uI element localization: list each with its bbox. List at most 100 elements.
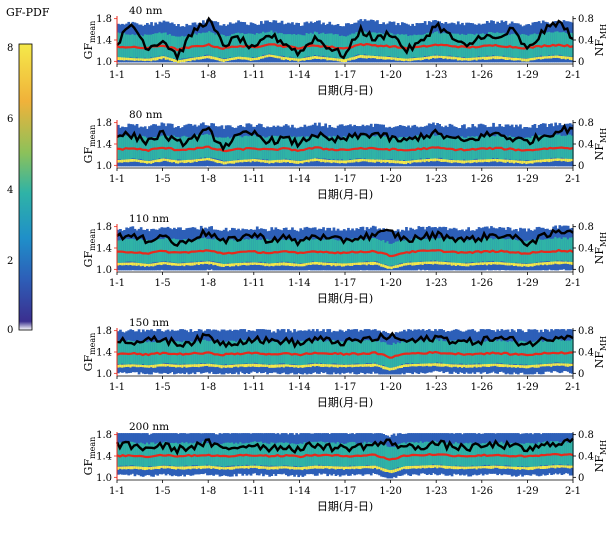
pdf-high-band [326, 364, 329, 367]
pdf-high-band [446, 465, 450, 469]
pdf-high-band [519, 365, 522, 368]
pdf-mid-band [490, 32, 493, 57]
pdf-high-band [515, 160, 518, 163]
pdf-high-band [148, 263, 151, 267]
pdf-high-band [425, 56, 429, 59]
pdf-high-band [535, 160, 539, 163]
pdf-high-band [183, 160, 186, 164]
pdf-high-band [239, 364, 242, 367]
pdf-mid-band [143, 240, 147, 264]
pdf-high-band [471, 57, 475, 61]
pdf-high-band [566, 363, 570, 367]
pdf-mid-band [129, 135, 133, 159]
pdf-high-band [376, 262, 379, 265]
pdf-high-band [523, 467, 526, 470]
pdf-high-band [508, 262, 512, 266]
pdf-high-band [197, 262, 201, 265]
pdf-high-band [123, 57, 126, 61]
pdf-high-band [295, 365, 298, 368]
pdf-high-band [512, 263, 516, 266]
pdf-mid-band [133, 134, 137, 159]
pdf-high-band [181, 466, 184, 470]
pdf-mid-band [131, 135, 135, 159]
pdf-high-band [141, 466, 145, 470]
pdf-high-band [365, 465, 369, 469]
pdf-high-band [558, 55, 562, 59]
y2-tick-label: 0.4 [578, 140, 594, 151]
pdf-high-band [421, 57, 425, 60]
pdf-high-band [133, 159, 137, 162]
pdf-mid-band [212, 340, 215, 364]
pdf-mid-band [349, 340, 352, 364]
pdf-high-band [409, 364, 412, 367]
pdf-high-band [349, 263, 352, 266]
pdf-high-band [500, 466, 504, 469]
pdf-high-band [291, 57, 294, 61]
pdf-mid-band [448, 442, 452, 466]
panel-title: 150 nm [129, 317, 169, 329]
pdf-mid-band [359, 443, 363, 467]
pdf-high-band [148, 58, 151, 61]
pdf-high-band [135, 466, 139, 469]
pdf-high-band [365, 364, 369, 367]
pdf-high-band [479, 466, 483, 469]
pdf-mid-band [239, 340, 242, 364]
pdf-mid-band [419, 340, 423, 364]
pdf-high-band [423, 261, 427, 264]
pdf-mid-band [301, 443, 305, 467]
pdf-mid-band [175, 341, 178, 364]
pdf-mid-band [498, 442, 502, 466]
pdf-mid-band [199, 134, 203, 158]
pdf-high-band [239, 262, 242, 266]
pdf-high-band [529, 365, 533, 368]
pdf-high-band [266, 263, 269, 266]
pdf-high-band [152, 160, 155, 163]
y-axis-label-main: GF [82, 251, 95, 268]
pdf-high-band [249, 159, 253, 163]
pdf-high-band [477, 466, 481, 469]
pdf-high-band [301, 58, 305, 61]
pdf-high-band [401, 58, 404, 61]
pdf-mid-band [280, 442, 284, 467]
pdf-high-band [419, 159, 423, 163]
y-tick-label: 1.0 [96, 265, 112, 276]
pdf-high-band [210, 261, 213, 264]
pdf-high-band [500, 56, 504, 59]
pdf-high-band [251, 465, 255, 469]
pdf-high-band [556, 261, 560, 265]
pdf-high-band [450, 262, 454, 266]
pdf-high-band [322, 262, 325, 266]
pdf-mid-band [382, 341, 385, 365]
pdf-mid-band [175, 137, 178, 160]
pdf-high-band [146, 160, 149, 164]
pdf-high-band [324, 466, 327, 469]
pdf-high-band [164, 262, 168, 265]
pdf-high-band [233, 160, 236, 164]
pdf-high-band [318, 158, 321, 162]
pdf-high-band [156, 159, 160, 163]
pdf-high-band [189, 262, 193, 266]
pdf-mid-band [560, 239, 564, 261]
pdf-mid-band [488, 442, 491, 465]
pdf-high-band [467, 160, 470, 163]
pdf-high-band [525, 58, 528, 62]
pdf-mid-band [413, 136, 417, 161]
pdf-high-band [546, 363, 549, 367]
pdf-high-band [338, 466, 342, 469]
pdf-mid-band [139, 136, 143, 160]
pdf-high-band [558, 261, 562, 265]
pdf-bands [117, 329, 574, 375]
pdf-high-band [297, 467, 300, 470]
pdf-high-band [303, 160, 307, 163]
y-axis-label: GFmean [82, 21, 97, 60]
x-axis-label: 日期(月-日) [317, 84, 373, 97]
pdf-high-band [282, 364, 286, 368]
pdf-mid-band [390, 33, 394, 58]
pdf-mid-band [340, 238, 344, 264]
pdf-high-band [305, 159, 309, 162]
pdf-high-band [452, 466, 456, 470]
pdf-high-band [533, 57, 537, 61]
pdf-high-band [432, 261, 435, 265]
pdf-mid-band [316, 441, 319, 467]
pdf-high-band [517, 58, 520, 61]
